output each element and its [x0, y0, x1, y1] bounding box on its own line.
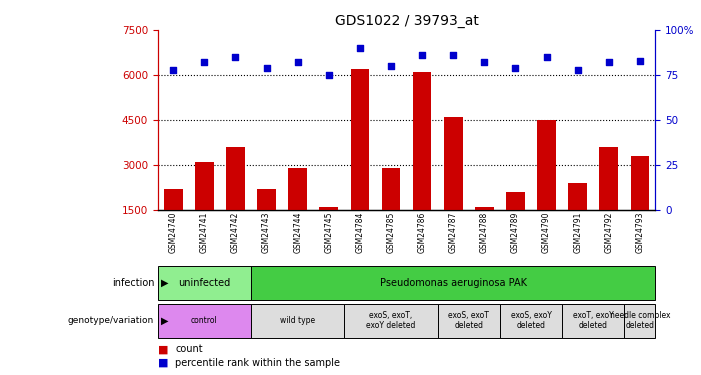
Point [572, 67, 583, 73]
Bar [226, 147, 245, 210]
Point [261, 65, 272, 71]
Point [510, 65, 521, 71]
Text: genotype/variation: genotype/variation [68, 316, 154, 325]
Text: infection: infection [111, 278, 154, 288]
Point [416, 52, 428, 58]
Bar [344, 304, 437, 338]
Point [292, 59, 304, 65]
Bar [251, 266, 655, 300]
Text: ▶: ▶ [161, 316, 169, 326]
Point [354, 45, 365, 51]
Bar [475, 207, 494, 210]
Text: Pseudomonas aeruginosa PAK: Pseudomonas aeruginosa PAK [380, 278, 526, 288]
Bar [506, 192, 525, 210]
Bar [164, 189, 182, 210]
Bar [537, 120, 556, 210]
Bar [320, 207, 338, 210]
Point [448, 52, 459, 58]
Bar [569, 183, 587, 210]
Point [634, 58, 646, 64]
Bar [631, 156, 649, 210]
Bar [288, 168, 307, 210]
Bar [195, 162, 214, 210]
Text: ■: ■ [158, 344, 168, 354]
Text: exoS, exoT
deleted: exoS, exoT deleted [449, 311, 489, 330]
Point [479, 59, 490, 65]
Text: percentile rank within the sample: percentile rank within the sample [175, 358, 340, 368]
Text: exoS, exoT,
exoY deleted: exoS, exoT, exoY deleted [367, 311, 416, 330]
Text: count: count [175, 344, 203, 354]
Text: exoS, exoY
deleted: exoS, exoY deleted [510, 311, 552, 330]
Text: ■: ■ [158, 358, 168, 368]
Text: uninfected: uninfected [178, 278, 231, 288]
Point [386, 63, 397, 69]
Bar [599, 147, 618, 210]
Point [603, 59, 614, 65]
Bar [444, 117, 463, 210]
Bar [437, 304, 500, 338]
Title: GDS1022 / 39793_at: GDS1022 / 39793_at [334, 13, 479, 28]
Point [323, 72, 334, 78]
Text: exoT, exoY
deleted: exoT, exoY deleted [573, 311, 613, 330]
Point [199, 59, 210, 65]
Text: ▶: ▶ [161, 278, 169, 288]
Bar [625, 304, 655, 338]
Bar [350, 69, 369, 210]
Text: needle complex
deleted: needle complex deleted [610, 311, 670, 330]
Bar [158, 304, 251, 338]
Bar [251, 304, 344, 338]
Point [541, 54, 552, 60]
Point [230, 54, 241, 60]
Bar [413, 72, 432, 210]
Bar [562, 304, 625, 338]
Text: wild type: wild type [280, 316, 315, 325]
Bar [381, 168, 400, 210]
Text: control: control [191, 316, 218, 325]
Bar [500, 304, 562, 338]
Bar [158, 266, 251, 300]
Point [168, 67, 179, 73]
Bar [257, 189, 276, 210]
